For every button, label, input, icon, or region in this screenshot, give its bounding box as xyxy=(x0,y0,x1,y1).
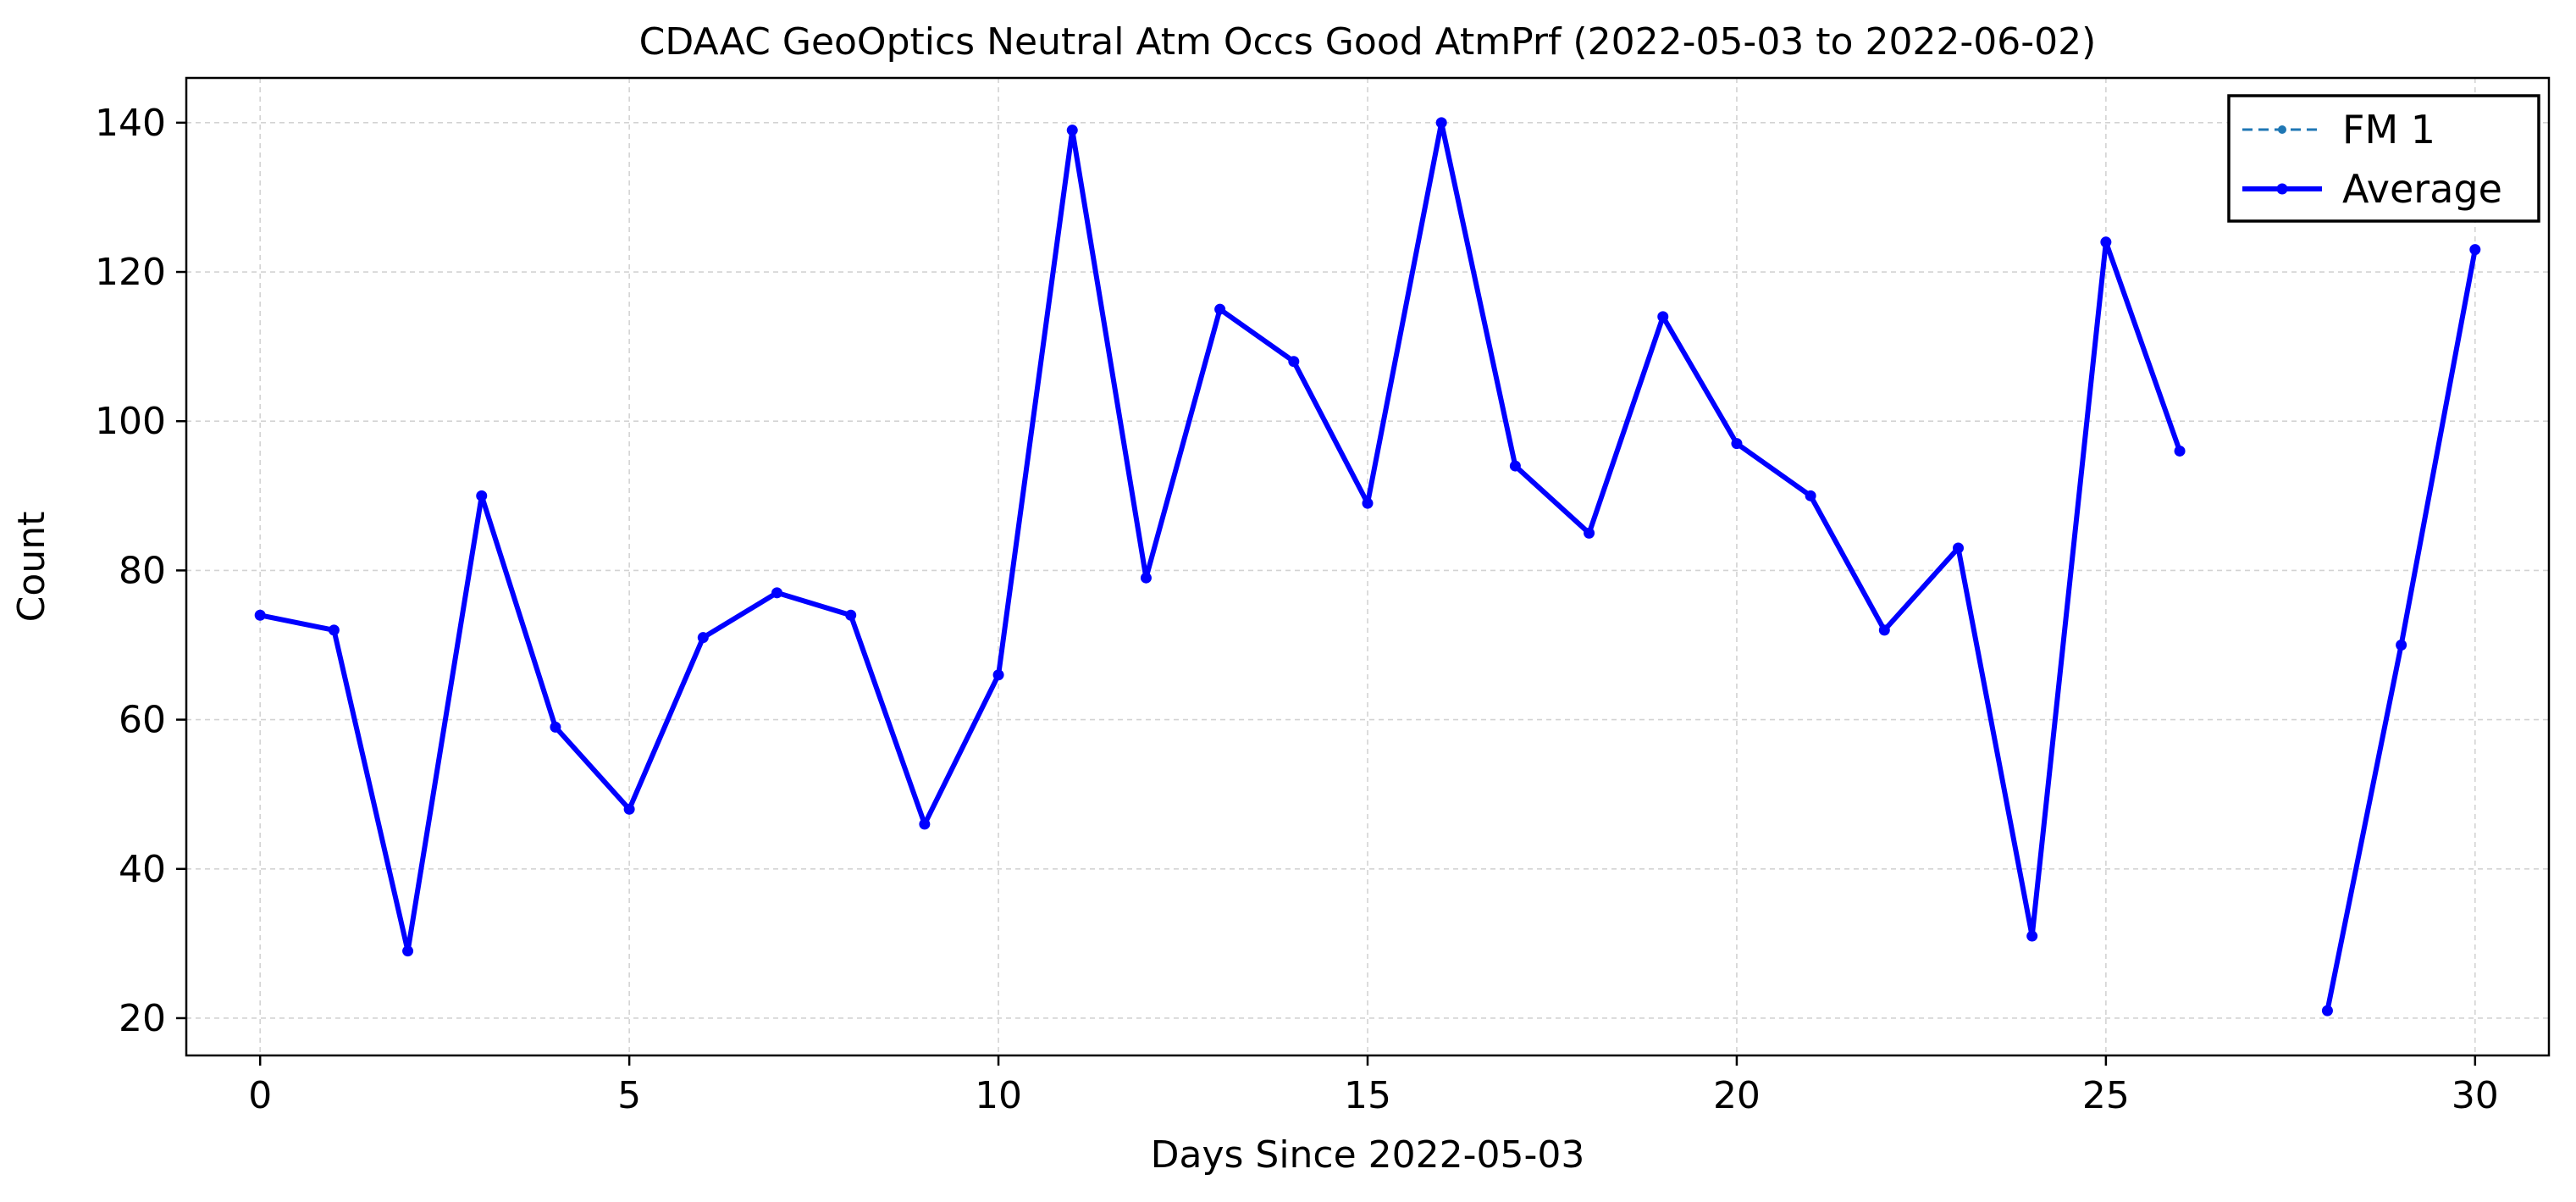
legend-marker xyxy=(2276,183,2288,195)
data-point xyxy=(1140,572,1152,584)
data-point xyxy=(771,587,782,599)
data-point xyxy=(2321,1005,2333,1016)
x-axis-label: Days Since 2022-05-03 xyxy=(1151,1133,1585,1177)
data-point xyxy=(2026,930,2038,942)
y-tick-label: 80 xyxy=(119,549,166,592)
x-tick-label: 30 xyxy=(2452,1074,2499,1117)
data-point xyxy=(402,945,414,957)
data-point xyxy=(1214,303,1226,315)
chart-title: CDAAC GeoOptics Neutral Atm Occs Good At… xyxy=(639,20,2097,64)
data-point xyxy=(2469,244,2481,256)
legend-label: FM 1 xyxy=(2342,107,2435,152)
data-point xyxy=(2174,445,2186,457)
y-axis-label: Count xyxy=(10,512,53,623)
data-point xyxy=(1066,125,1078,136)
data-point xyxy=(328,624,340,636)
y-tick-label: 20 xyxy=(119,997,166,1040)
data-point xyxy=(1805,490,1816,501)
legend: FM 1 Average xyxy=(2227,94,2540,223)
x-tick-label: 10 xyxy=(975,1074,1022,1117)
data-point xyxy=(550,721,561,733)
x-tick-label: 25 xyxy=(2082,1074,2130,1117)
x-tick-label: 15 xyxy=(1344,1074,1391,1117)
ticks: 0 5 10 15 20 25 30 20 40 60 80 100 120 140 xyxy=(95,102,2499,1117)
y-tick-label: 120 xyxy=(95,251,166,294)
y-tick-label: 60 xyxy=(119,699,166,742)
y-tick-label: 40 xyxy=(119,848,166,891)
data-point xyxy=(1435,117,1447,129)
legend-label: Average xyxy=(2342,166,2502,212)
y-tick-label: 140 xyxy=(95,102,166,145)
data-point xyxy=(254,609,266,621)
y-tick-label: 100 xyxy=(95,400,166,443)
data-point xyxy=(1509,460,1521,472)
data-point xyxy=(1953,542,1964,554)
legend-marker xyxy=(2278,125,2286,134)
data-point xyxy=(623,803,635,815)
data-point xyxy=(1288,356,1300,368)
data-point xyxy=(992,669,1004,681)
data-point xyxy=(845,609,857,621)
legend-box xyxy=(2227,94,2540,223)
data-point xyxy=(476,490,488,501)
data-point xyxy=(1878,624,1890,636)
series-average xyxy=(254,117,2481,1016)
data-point xyxy=(697,632,709,644)
data-point xyxy=(1584,527,1595,539)
data-point xyxy=(1731,438,1743,450)
series-layer xyxy=(254,117,2481,1016)
data-point xyxy=(2396,639,2407,651)
x-tick-label: 20 xyxy=(1713,1074,1761,1117)
data-point xyxy=(919,818,931,830)
data-point xyxy=(1362,497,1374,509)
x-tick-label: 0 xyxy=(248,1074,272,1117)
data-point xyxy=(2100,236,2112,248)
x-tick-label: 5 xyxy=(617,1074,641,1117)
data-point xyxy=(1657,311,1669,323)
